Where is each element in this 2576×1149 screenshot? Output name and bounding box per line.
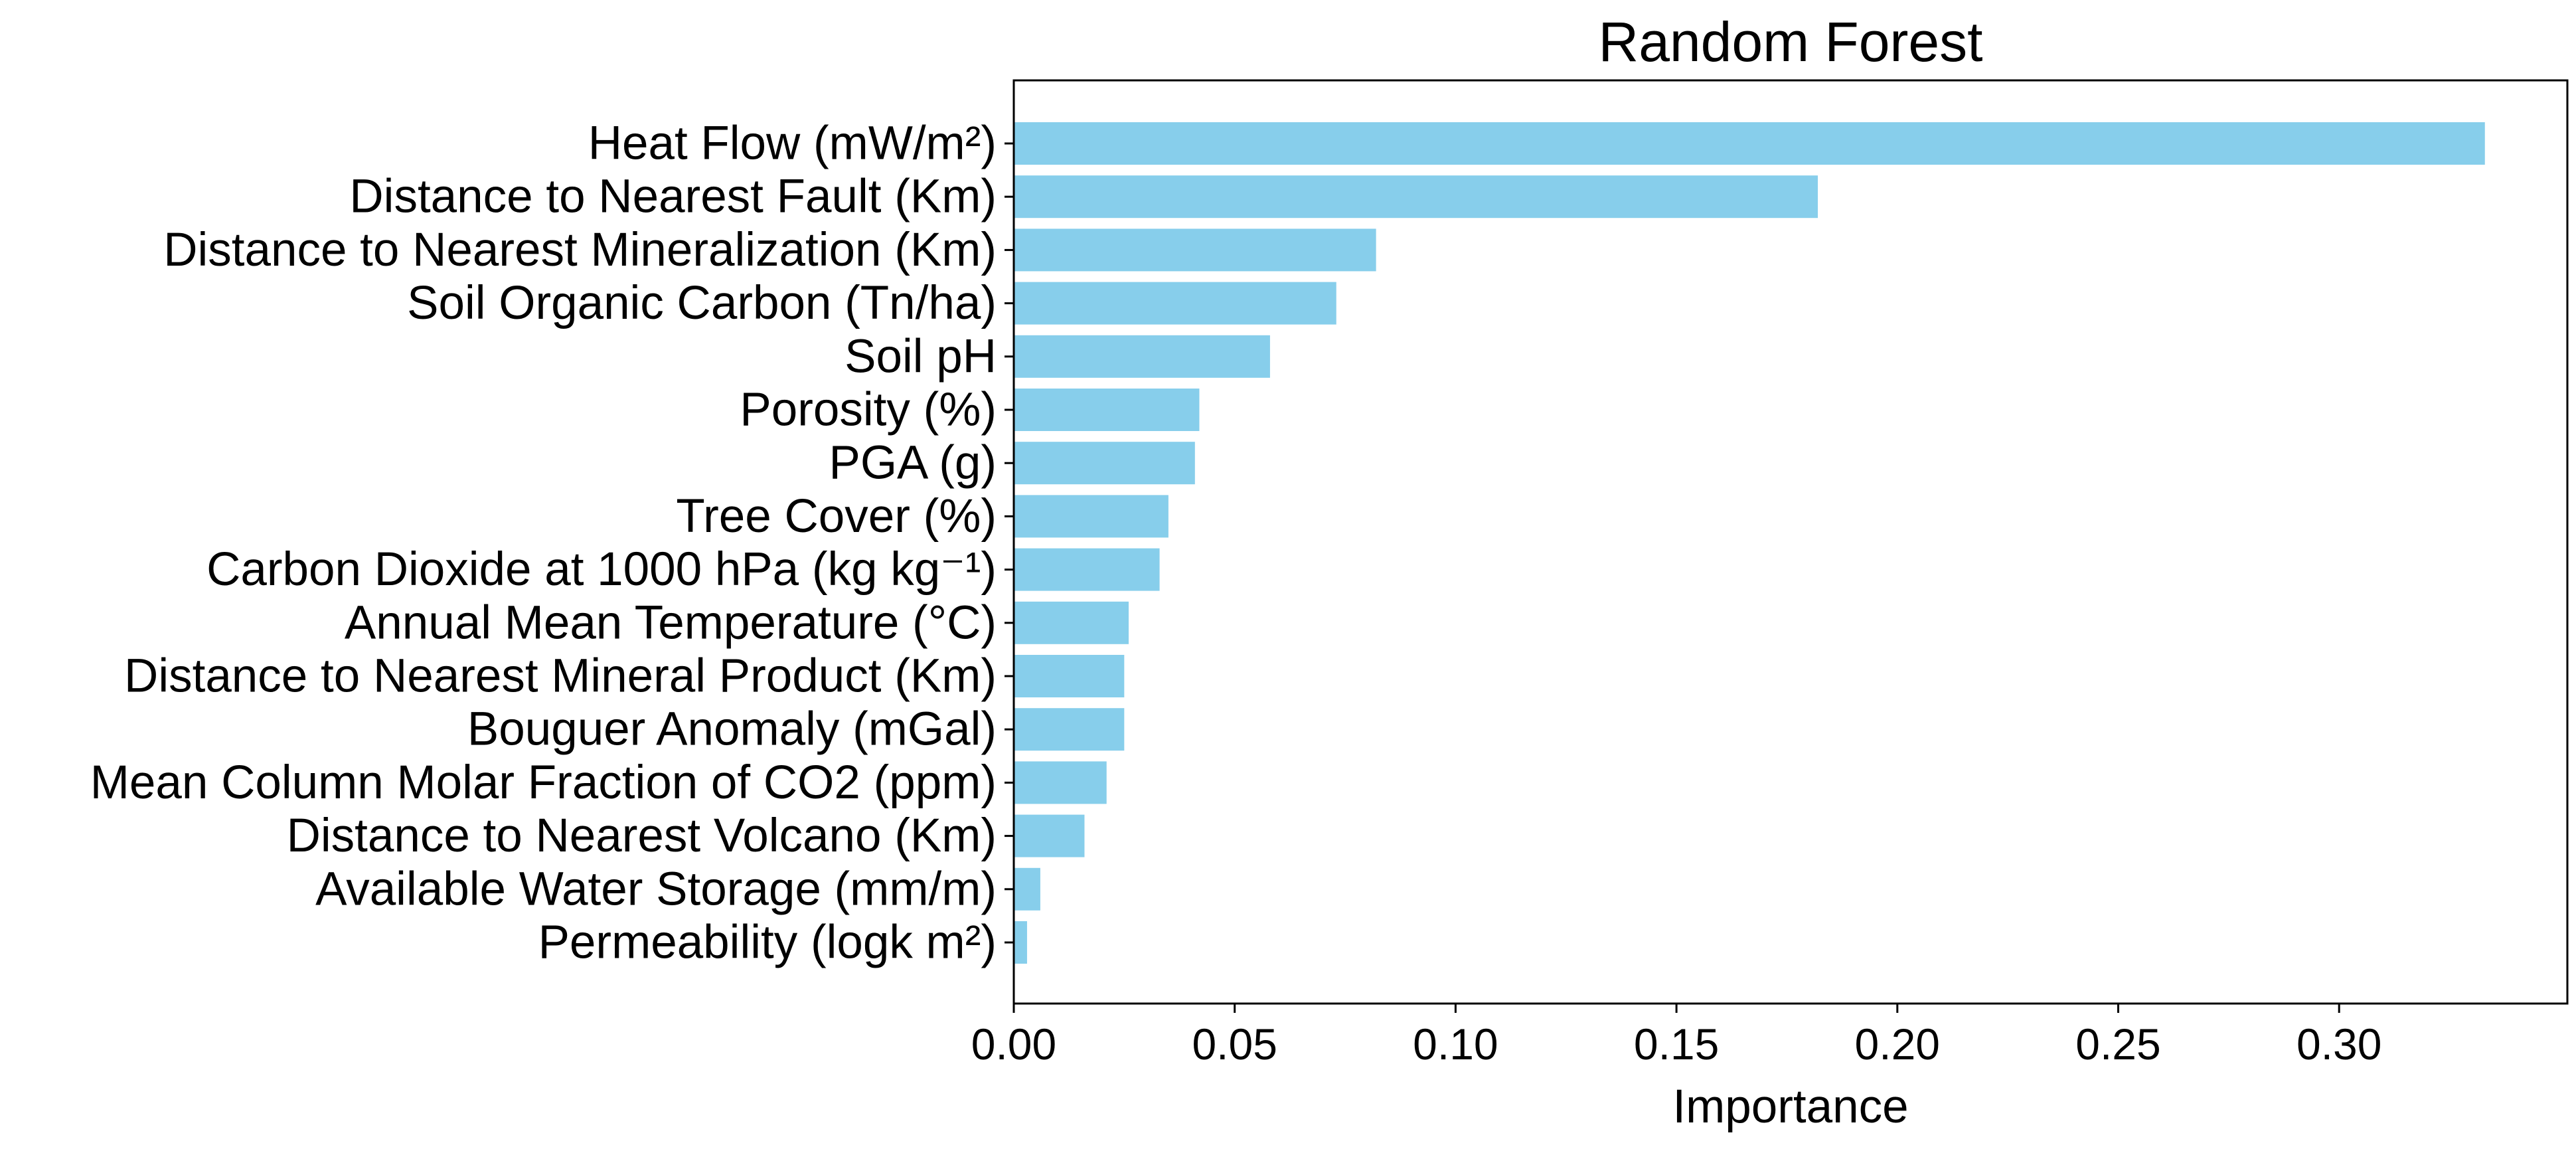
bar xyxy=(1014,761,1107,804)
x-tick-label: 0.15 xyxy=(1634,1019,1719,1069)
category-label: Carbon Dioxide at 1000 hPa (kg kg⁻¹) xyxy=(206,543,997,596)
bar xyxy=(1014,708,1125,751)
chart-title: Random Forest xyxy=(1599,11,1983,73)
category-label: Distance to Nearest Fault (Km) xyxy=(349,171,997,223)
x-tick-label: 0.20 xyxy=(1855,1019,1940,1069)
bar xyxy=(1014,282,1336,325)
category-label: Mean Column Molar Fraction of CO2 (ppm) xyxy=(90,756,997,809)
x-tick-label: 0.10 xyxy=(1413,1019,1498,1069)
x-tick-label: 0.25 xyxy=(2075,1019,2160,1069)
x-tick-label: 0.05 xyxy=(1192,1019,1277,1069)
bar xyxy=(1014,175,1818,219)
category-label: Distance to Nearest Mineralization (Km) xyxy=(163,224,997,276)
category-label: Heat Flow (mW/m²) xyxy=(588,118,997,170)
category-label: Distance to Nearest Volcano (Km) xyxy=(287,810,997,862)
bar xyxy=(1014,814,1085,857)
bar xyxy=(1014,122,2485,165)
x-axis-ticks: 0.00 0.05 0.10 0.15 0.20 0.25 0.30 xyxy=(971,1004,2381,1069)
x-axis-label: Importance xyxy=(1672,1081,1908,1133)
category-label: Soil pH xyxy=(845,330,997,383)
bar xyxy=(1014,548,1160,591)
bar xyxy=(1014,228,1376,272)
bar xyxy=(1014,921,1027,964)
category-labels: Heat Flow (mW/m²)Distance to Nearest Fau… xyxy=(90,118,1014,969)
x-tick-label: 0.00 xyxy=(971,1019,1056,1069)
x-tick-label: 0.30 xyxy=(2296,1019,2381,1069)
bar xyxy=(1014,601,1129,644)
category-label: Available Water Storage (mm/m) xyxy=(315,863,997,915)
category-label: Permeability (logk m²) xyxy=(538,917,997,969)
plot-frame xyxy=(1012,79,2569,1005)
category-label: Annual Mean Temperature (°C) xyxy=(345,596,997,649)
bar xyxy=(1014,389,1200,431)
category-label: Bouguer Anomaly (mGal) xyxy=(467,703,997,756)
bar xyxy=(1014,335,1270,378)
bar xyxy=(1014,442,1195,485)
category-label: Soil Organic Carbon (Tn/ha) xyxy=(407,277,997,329)
bar xyxy=(1014,655,1125,697)
category-label: Distance to Nearest Mineral Product (Km) xyxy=(124,650,997,703)
category-label: Tree Cover (%) xyxy=(676,490,997,543)
bar xyxy=(1014,867,1040,911)
bars-group xyxy=(1014,122,2485,964)
category-label: Porosity (%) xyxy=(740,384,997,436)
bar xyxy=(1014,495,1168,538)
category-label: PGA (g) xyxy=(829,437,997,489)
